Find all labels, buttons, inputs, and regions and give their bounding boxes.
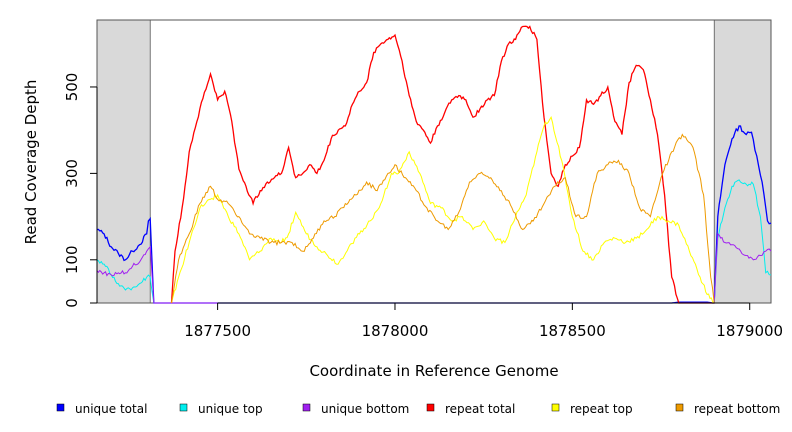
legend-label: unique bottom	[321, 402, 409, 416]
legend-label: repeat total	[445, 402, 515, 416]
y-tick-label: 0	[63, 298, 81, 308]
y-tick-label: 500	[63, 73, 81, 102]
x-axis-title: Coordinate in Reference Genome	[309, 362, 558, 380]
shaded-region-0	[96, 19, 151, 304]
legend-item-repeat-total: repeat total	[426, 402, 515, 416]
y-tick-label: 100	[63, 245, 81, 274]
y-axis: 0 100 300 500	[63, 73, 98, 308]
legend-label: unique top	[198, 402, 263, 416]
legend-label: repeat bottom	[694, 402, 780, 416]
series-line-unique-top	[96, 179, 772, 304]
legend-item-unique-bottom: unique bottom	[302, 402, 409, 416]
legend-swatch	[179, 403, 188, 412]
x-tick-label: 1878500	[539, 322, 606, 340]
legend-swatch	[302, 403, 311, 412]
y-tick-label: 300	[63, 159, 81, 188]
series-line-repeat-total	[170, 25, 715, 304]
series-line-repeat-bottom	[171, 133, 715, 304]
legend-item-repeat-top: repeat top	[551, 402, 633, 416]
x-axis: 1877500 1878000 1878500 1879000	[184, 302, 783, 340]
legend-item-unique-total: unique total	[56, 402, 147, 416]
legend-swatch	[551, 403, 560, 412]
legend-label: unique total	[75, 402, 147, 416]
y-axis-title: Read Coverage Depth	[22, 80, 40, 245]
legend-swatch	[426, 403, 435, 412]
legend-item-unique-top: unique top	[179, 402, 263, 416]
legend-item-repeat-bottom: repeat bottom	[675, 402, 780, 416]
legend-label: repeat top	[570, 402, 633, 416]
flanking-region-shading	[96, 19, 772, 304]
legend-swatch	[675, 403, 684, 412]
series-line-unique-bottom	[96, 232, 772, 304]
shaded-region-1	[713, 19, 772, 304]
series-line-repeat-top	[171, 115, 715, 304]
legend: unique total unique top unique bottom repea…	[56, 402, 780, 416]
x-tick-label: 1877500	[184, 322, 251, 340]
x-tick-label: 1879000	[716, 322, 783, 340]
legend-swatch	[56, 403, 65, 412]
series-lines	[96, 25, 772, 304]
x-tick-label: 1878000	[362, 322, 429, 340]
